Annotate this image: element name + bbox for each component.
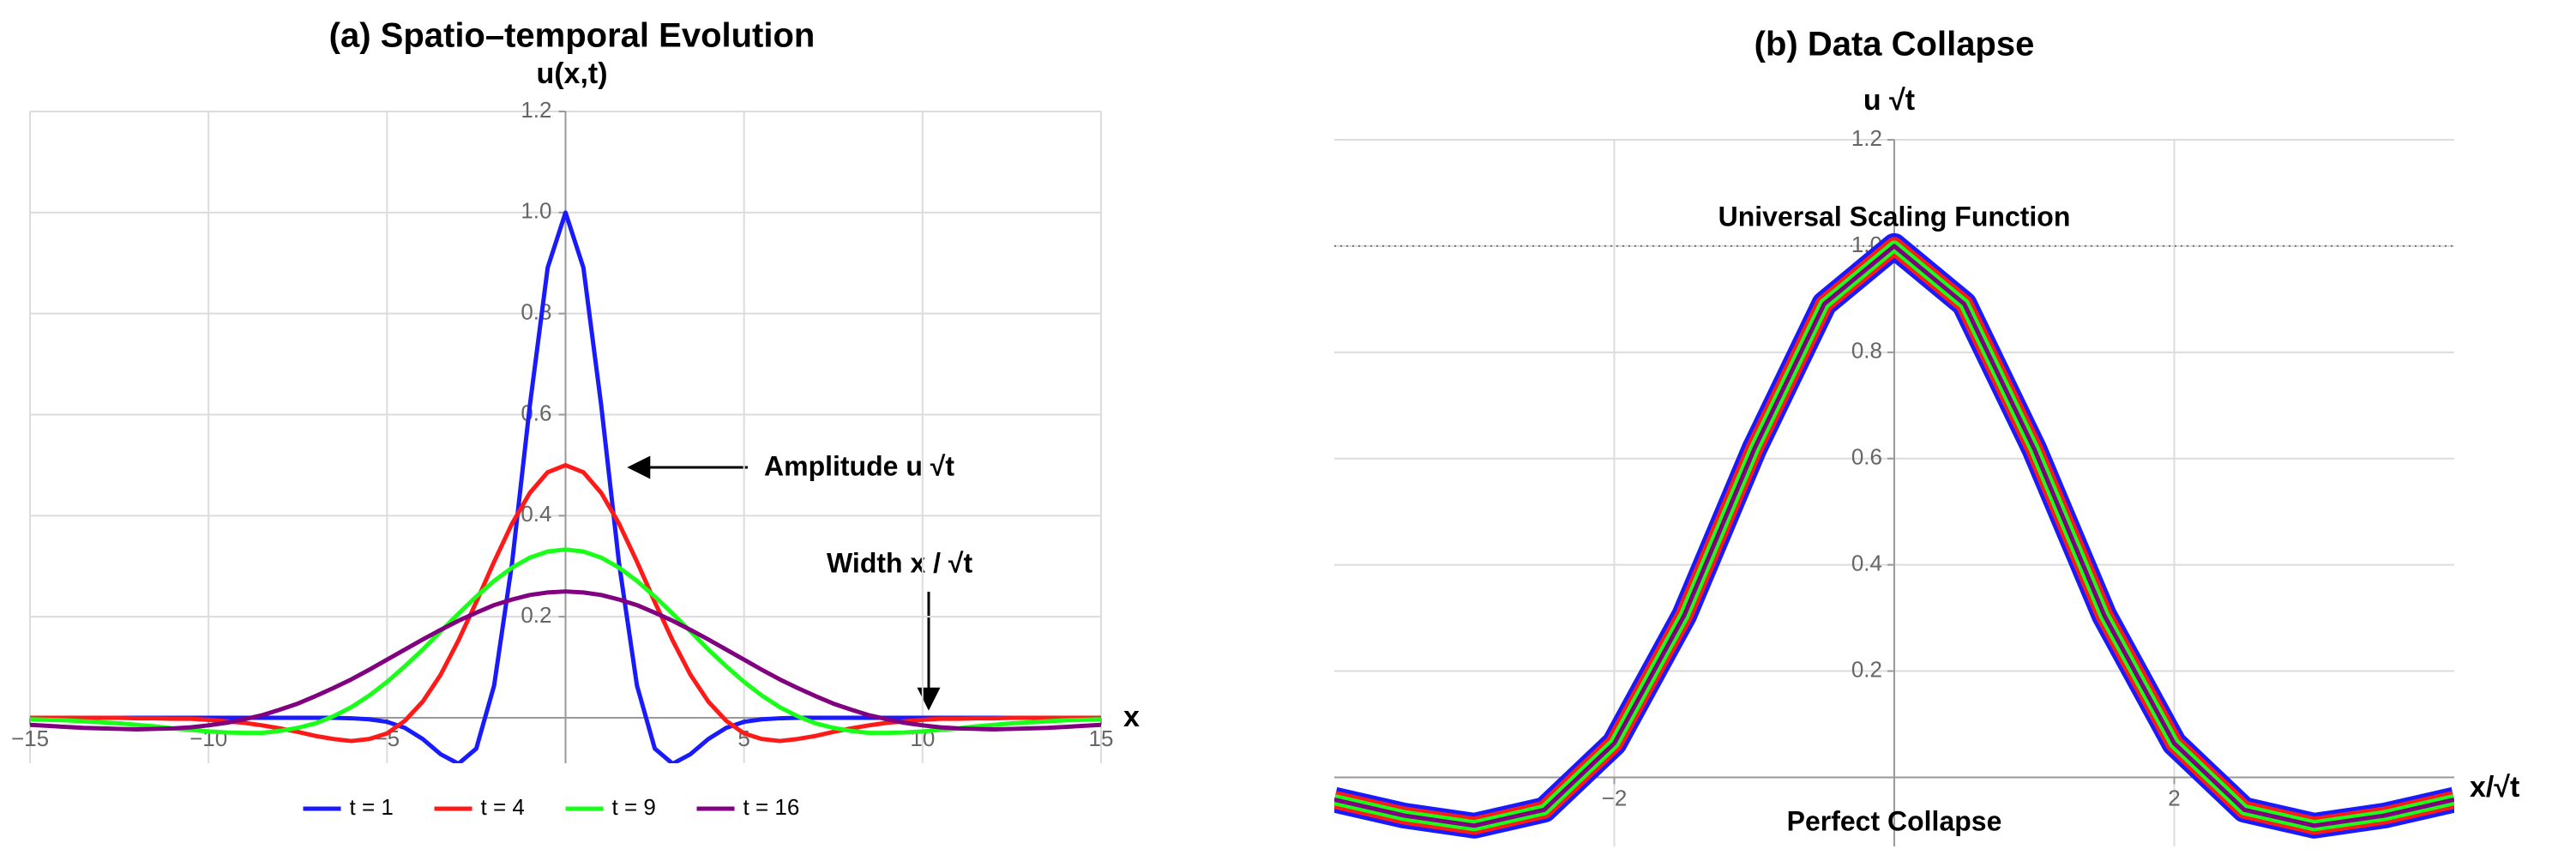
x-tick-label: 2 xyxy=(2168,785,2180,810)
y-tick-label: 0.6 xyxy=(1851,444,1882,470)
y-tick-label: 0.4 xyxy=(1851,551,1882,576)
x-axis-label: x xyxy=(1123,701,1140,733)
y-tick-label: 0.6 xyxy=(521,400,551,425)
legend-label: t = 4 xyxy=(481,794,525,820)
y-axis-label: u(x,t) xyxy=(536,57,607,90)
y-tick-label: 0.2 xyxy=(1851,656,1882,682)
y-tick-label: 0.4 xyxy=(521,501,551,527)
annotation: Amplitude u √t xyxy=(764,450,954,481)
chart-title: (a) Spatio–temporal Evolution xyxy=(329,17,816,55)
annotation: Perfect Collapse xyxy=(1787,805,2002,836)
y-tick-label: 0.8 xyxy=(521,299,551,325)
y-tick-label: 1.2 xyxy=(1851,125,1882,151)
series-line xyxy=(30,462,1101,744)
x-axis-label: x/√t xyxy=(2470,771,2519,804)
x-tick-label: 15 xyxy=(1089,726,1114,751)
legend-label: t = 9 xyxy=(612,794,656,820)
x-tick-label: −2 xyxy=(1602,785,1628,810)
y-tick-label: 0.2 xyxy=(521,602,551,628)
y-axis-label: u √t xyxy=(1863,84,1915,117)
series-line xyxy=(30,589,1101,732)
plot-area: −2 20.20.40.60.81.01.2 xyxy=(1334,125,2454,846)
y-tick-label: 0.8 xyxy=(1851,338,1882,364)
x-tick-label: −15 xyxy=(11,726,49,751)
legend-label: t = 1 xyxy=(350,794,394,820)
plot-area: −15 −10 −5 5 10 150.20.40.60.81.01.2 xyxy=(11,97,1114,763)
series-line xyxy=(1334,244,2454,828)
legend-label: t = 16 xyxy=(743,794,800,820)
chart-title: (b) Data Collapse xyxy=(1754,26,2035,63)
annotation: Universal Scaling Function xyxy=(1718,201,2071,232)
series-line xyxy=(30,547,1101,736)
annotation: Width x / √t xyxy=(827,547,972,578)
y-tick-label: 1.0 xyxy=(521,198,551,224)
y-tick-label: 1.2 xyxy=(521,97,551,123)
